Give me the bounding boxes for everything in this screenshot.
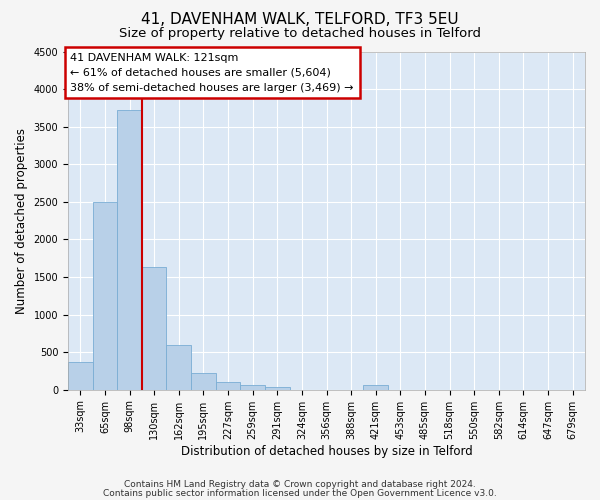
Text: Contains HM Land Registry data © Crown copyright and database right 2024.: Contains HM Land Registry data © Crown c…: [124, 480, 476, 489]
Text: 41, DAVENHAM WALK, TELFORD, TF3 5EU: 41, DAVENHAM WALK, TELFORD, TF3 5EU: [141, 12, 459, 28]
Bar: [364, 385, 388, 390]
Y-axis label: Number of detached properties: Number of detached properties: [15, 128, 28, 314]
Text: Size of property relative to detached houses in Telford: Size of property relative to detached ho…: [119, 28, 481, 40]
Bar: [117, 110, 142, 390]
Bar: [92, 202, 117, 390]
X-axis label: Distribution of detached houses by size in Telford: Distribution of detached houses by size …: [181, 444, 472, 458]
Bar: [68, 362, 92, 390]
Bar: [265, 386, 290, 390]
Bar: [142, 267, 166, 390]
Text: Contains public sector information licensed under the Open Government Licence v3: Contains public sector information licen…: [103, 488, 497, 498]
Text: 41 DAVENHAM WALK: 121sqm
← 61% of detached houses are smaller (5,604)
38% of sem: 41 DAVENHAM WALK: 121sqm ← 61% of detach…: [70, 53, 354, 92]
Bar: [216, 382, 241, 390]
Bar: [191, 373, 216, 390]
Bar: [166, 346, 191, 390]
Bar: [241, 385, 265, 390]
